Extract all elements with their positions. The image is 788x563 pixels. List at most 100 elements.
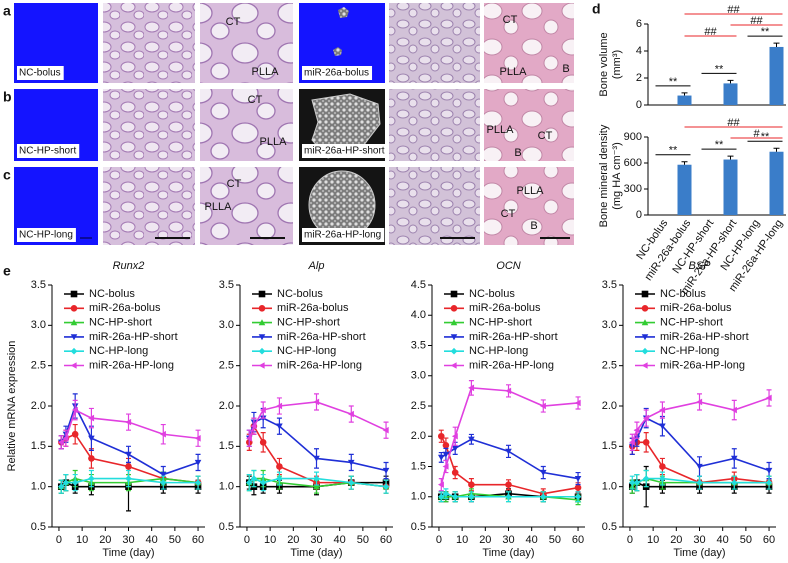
error-bar	[727, 155, 734, 160]
x-tick-label: 60	[192, 534, 204, 546]
data-point	[442, 451, 450, 458]
x-tick-label: 40	[334, 534, 346, 546]
legend-marker	[641, 304, 649, 312]
data-point	[451, 493, 459, 501]
histology-zoom	[200, 89, 293, 161]
y-tick-label: 2.5	[602, 360, 617, 372]
data-point	[276, 423, 283, 430]
data-point	[245, 434, 252, 442]
data-point	[159, 430, 166, 438]
data-point	[313, 483, 320, 490]
significance-label: ##	[727, 4, 740, 16]
bar	[723, 83, 738, 105]
histology	[389, 3, 480, 83]
legend-label: NC-bolus	[660, 288, 706, 300]
panel-label: e	[3, 263, 11, 279]
image-label: NC-HP-short	[19, 146, 76, 157]
y-tick-label: 1.0	[219, 481, 234, 493]
y-tick-label: 3.0	[31, 319, 46, 331]
error-bar	[681, 92, 688, 96]
label-box	[302, 66, 373, 80]
legend-label: miR-26a-HP-long	[660, 359, 745, 371]
significance-label: **	[669, 145, 678, 157]
data-point	[276, 402, 283, 410]
legend-marker	[70, 362, 77, 369]
tissue-label: CT	[226, 16, 241, 28]
label-box	[302, 228, 385, 242]
legend-marker	[258, 334, 266, 341]
data-point	[505, 481, 512, 488]
data-point	[194, 434, 201, 442]
data-point	[382, 483, 390, 490]
series-line	[631, 397, 770, 443]
data-point	[505, 387, 512, 395]
error-bar	[773, 42, 780, 47]
chart-title: OCN	[496, 260, 521, 272]
data-point	[451, 445, 459, 452]
label-box	[17, 144, 80, 158]
y-axis-label: Bone volume	[598, 32, 610, 96]
data-point	[574, 399, 581, 407]
legend-marker	[258, 304, 266, 312]
y-tick-label: 0.5	[219, 521, 234, 533]
data-point	[437, 481, 444, 488]
data-point	[194, 459, 202, 466]
data-point	[468, 481, 475, 488]
legend-marker	[258, 319, 266, 326]
bar	[677, 164, 692, 215]
data-point	[159, 471, 167, 478]
y-tick-label: 3.0	[602, 319, 617, 331]
bar	[769, 46, 784, 105]
data-point	[468, 384, 475, 392]
legend-marker	[70, 319, 78, 326]
histology-zoom	[200, 167, 293, 245]
image-label: miR-26a-HP-short	[304, 146, 385, 157]
data-point	[71, 479, 79, 486]
data-point	[730, 479, 738, 486]
significance-label: #	[753, 128, 760, 140]
histology	[103, 89, 195, 161]
y-axis-label: (mm³)	[611, 50, 623, 79]
chart-title: Runx2	[113, 260, 145, 272]
legend-label: miR-26a-HP-short	[469, 331, 558, 343]
data-point	[628, 439, 635, 446]
legend-label: NC-HP-long	[277, 345, 336, 357]
series-line	[60, 408, 199, 443]
data-point	[696, 463, 703, 470]
data-point	[313, 475, 320, 482]
histology-zoom	[484, 89, 574, 161]
legend-marker	[70, 334, 78, 341]
x-axis-label: Time (day)	[482, 547, 534, 559]
data-point	[451, 432, 458, 440]
data-point	[642, 414, 649, 422]
x-tick-label: 20	[479, 534, 491, 546]
y-axis-label: Bone mineral density	[598, 124, 610, 227]
data-point	[505, 448, 512, 455]
x-tick-label: 0	[627, 534, 633, 546]
tissue-label: PLLA	[252, 66, 280, 78]
label-box	[302, 144, 388, 158]
significance-label: ##	[727, 117, 740, 129]
legend-marker	[641, 334, 649, 341]
data-point	[642, 475, 650, 482]
data-point	[539, 402, 546, 410]
legend-marker	[450, 362, 457, 369]
x-axis-label: Time (day)	[290, 547, 342, 559]
y-tick-label: 2.0	[31, 400, 46, 412]
image-label: miR-26a-HP-long	[304, 230, 381, 241]
y-tick-label: 3.0	[411, 370, 426, 382]
data-point	[451, 469, 459, 476]
data-point	[125, 475, 132, 482]
x-tick-label: 50	[549, 534, 561, 546]
y-tick-label: 900	[624, 131, 642, 143]
y-tick-label: 4.5	[411, 279, 426, 291]
legend-label: NC-bolus	[469, 288, 515, 300]
legend-label: NC-HP-long	[469, 345, 528, 357]
x-tick-label: 50	[357, 534, 369, 546]
data-point	[696, 398, 703, 406]
data-point	[194, 479, 202, 486]
data-point	[765, 467, 773, 474]
x-tick-label: 40	[717, 534, 729, 546]
y-tick-label: 1.5	[411, 460, 426, 472]
x-tick-label: 30	[502, 534, 514, 546]
